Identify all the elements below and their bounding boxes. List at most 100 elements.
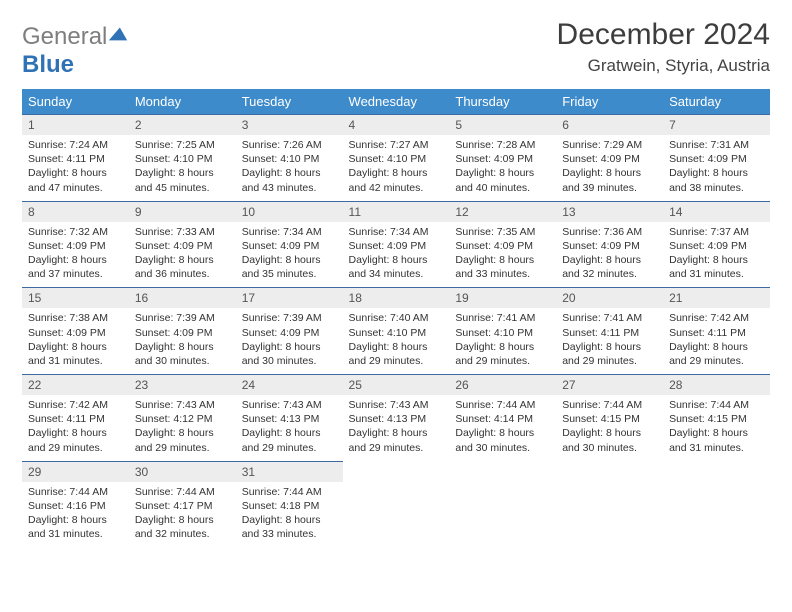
day-number: 6 (556, 115, 663, 135)
day-sunrise: Sunrise: 7:44 AM (242, 485, 337, 499)
calendar-cell (449, 461, 556, 547)
day-number: 2 (129, 115, 236, 135)
day-body: Sunrise: 7:40 AMSunset: 4:10 PMDaylight:… (343, 308, 450, 374)
day-sunset: Sunset: 4:15 PM (562, 412, 657, 426)
day-sunset: Sunset: 4:15 PM (669, 412, 764, 426)
day-number: 21 (663, 288, 770, 308)
day-sunrise: Sunrise: 7:43 AM (135, 398, 230, 412)
col-saturday: Saturday (663, 89, 770, 115)
day-d2: and 29 minutes. (135, 441, 230, 455)
col-thursday: Thursday (449, 89, 556, 115)
day-d2: and 29 minutes. (242, 441, 337, 455)
calendar-row: 22Sunrise: 7:42 AMSunset: 4:11 PMDayligh… (22, 375, 770, 462)
day-d1: Daylight: 8 hours (562, 166, 657, 180)
day-d2: and 42 minutes. (349, 181, 444, 195)
calendar-cell (556, 461, 663, 547)
day-sunset: Sunset: 4:09 PM (562, 152, 657, 166)
calendar-table: Sunday Monday Tuesday Wednesday Thursday… (22, 89, 770, 547)
calendar-cell: 28Sunrise: 7:44 AMSunset: 4:15 PMDayligh… (663, 375, 770, 462)
day-sunrise: Sunrise: 7:26 AM (242, 138, 337, 152)
calendar-cell: 4Sunrise: 7:27 AMSunset: 4:10 PMDaylight… (343, 115, 450, 202)
calendar-cell: 12Sunrise: 7:35 AMSunset: 4:09 PMDayligh… (449, 201, 556, 288)
col-sunday: Sunday (22, 89, 129, 115)
day-sunset: Sunset: 4:10 PM (135, 152, 230, 166)
day-d1: Daylight: 8 hours (455, 253, 550, 267)
day-sunrise: Sunrise: 7:44 AM (135, 485, 230, 499)
day-d2: and 30 minutes. (242, 354, 337, 368)
day-body: Sunrise: 7:41 AMSunset: 4:10 PMDaylight:… (449, 308, 556, 374)
day-sunrise: Sunrise: 7:25 AM (135, 138, 230, 152)
day-body: Sunrise: 7:26 AMSunset: 4:10 PMDaylight:… (236, 135, 343, 201)
day-d1: Daylight: 8 hours (135, 513, 230, 527)
page-title: December 2024 (557, 18, 770, 52)
day-d2: and 43 minutes. (242, 181, 337, 195)
day-d1: Daylight: 8 hours (455, 426, 550, 440)
title-block: December 2024 Gratwein, Styria, Austria (557, 18, 770, 76)
day-sunrise: Sunrise: 7:37 AM (669, 225, 764, 239)
calendar-cell (343, 461, 450, 547)
day-d2: and 29 minutes. (349, 354, 444, 368)
day-d2: and 32 minutes. (562, 267, 657, 281)
day-d1: Daylight: 8 hours (242, 166, 337, 180)
calendar-cell: 20Sunrise: 7:41 AMSunset: 4:11 PMDayligh… (556, 288, 663, 375)
day-d2: and 47 minutes. (28, 181, 123, 195)
day-d1: Daylight: 8 hours (669, 166, 764, 180)
day-body: Sunrise: 7:44 AMSunset: 4:15 PMDaylight:… (556, 395, 663, 461)
calendar-header: Sunday Monday Tuesday Wednesday Thursday… (22, 89, 770, 115)
day-d1: Daylight: 8 hours (242, 426, 337, 440)
calendar-cell: 22Sunrise: 7:42 AMSunset: 4:11 PMDayligh… (22, 375, 129, 462)
day-number: 5 (449, 115, 556, 135)
logo: General Blue (22, 18, 129, 79)
day-d2: and 29 minutes. (349, 441, 444, 455)
day-number: 30 (129, 462, 236, 482)
day-sunset: Sunset: 4:10 PM (349, 152, 444, 166)
day-number: 1 (22, 115, 129, 135)
day-body: Sunrise: 7:43 AMSunset: 4:13 PMDaylight:… (236, 395, 343, 461)
logo-text: General Blue (22, 22, 129, 79)
col-wednesday: Wednesday (343, 89, 450, 115)
header-row: General Blue December 2024 Gratwein, Sty… (22, 18, 770, 79)
calendar-row: 15Sunrise: 7:38 AMSunset: 4:09 PMDayligh… (22, 288, 770, 375)
day-d1: Daylight: 8 hours (669, 340, 764, 354)
day-sunset: Sunset: 4:14 PM (455, 412, 550, 426)
day-number: 11 (343, 202, 450, 222)
day-sunset: Sunset: 4:13 PM (242, 412, 337, 426)
day-sunset: Sunset: 4:09 PM (455, 152, 550, 166)
day-body: Sunrise: 7:27 AMSunset: 4:10 PMDaylight:… (343, 135, 450, 201)
calendar-cell: 11Sunrise: 7:34 AMSunset: 4:09 PMDayligh… (343, 201, 450, 288)
day-sunset: Sunset: 4:16 PM (28, 499, 123, 513)
day-d1: Daylight: 8 hours (242, 513, 337, 527)
day-number: 12 (449, 202, 556, 222)
day-body: Sunrise: 7:42 AMSunset: 4:11 PMDaylight:… (22, 395, 129, 461)
day-body: Sunrise: 7:41 AMSunset: 4:11 PMDaylight:… (556, 308, 663, 374)
day-number: 24 (236, 375, 343, 395)
day-number: 8 (22, 202, 129, 222)
day-number: 7 (663, 115, 770, 135)
day-d1: Daylight: 8 hours (28, 166, 123, 180)
day-body: Sunrise: 7:44 AMSunset: 4:16 PMDaylight:… (22, 482, 129, 548)
calendar-cell: 30Sunrise: 7:44 AMSunset: 4:17 PMDayligh… (129, 461, 236, 547)
day-number: 4 (343, 115, 450, 135)
day-number: 13 (556, 202, 663, 222)
day-sunset: Sunset: 4:09 PM (562, 239, 657, 253)
day-body: Sunrise: 7:39 AMSunset: 4:09 PMDaylight:… (129, 308, 236, 374)
location-text: Gratwein, Styria, Austria (557, 56, 770, 76)
day-d1: Daylight: 8 hours (349, 426, 444, 440)
day-sunset: Sunset: 4:11 PM (28, 152, 123, 166)
day-sunrise: Sunrise: 7:35 AM (455, 225, 550, 239)
day-d1: Daylight: 8 hours (349, 253, 444, 267)
day-d2: and 31 minutes. (669, 267, 764, 281)
day-d2: and 36 minutes. (135, 267, 230, 281)
calendar-cell (663, 461, 770, 547)
day-number: 17 (236, 288, 343, 308)
logo-triangle-icon (107, 22, 129, 44)
day-d2: and 29 minutes. (669, 354, 764, 368)
day-d2: and 37 minutes. (28, 267, 123, 281)
day-d1: Daylight: 8 hours (28, 253, 123, 267)
calendar-cell: 19Sunrise: 7:41 AMSunset: 4:10 PMDayligh… (449, 288, 556, 375)
day-d1: Daylight: 8 hours (135, 340, 230, 354)
day-d1: Daylight: 8 hours (562, 340, 657, 354)
day-sunrise: Sunrise: 7:41 AM (562, 311, 657, 325)
day-sunrise: Sunrise: 7:44 AM (562, 398, 657, 412)
day-d2: and 33 minutes. (455, 267, 550, 281)
